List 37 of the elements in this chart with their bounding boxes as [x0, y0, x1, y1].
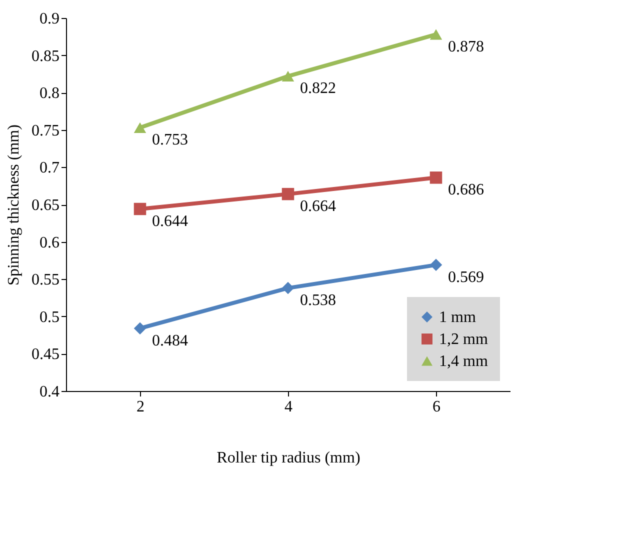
y-tick-label: 0.85 [32, 48, 60, 65]
y-tick-label: 0.6 [40, 234, 60, 252]
data-label: 0.753 [152, 132, 188, 149]
data-label: 0.878 [448, 38, 484, 56]
y-tick-label: 0.55 [32, 272, 60, 289]
y-tick-label: 0.45 [32, 346, 60, 364]
y-tick-label: 0.65 [32, 197, 60, 214]
data-label: 0.538 [300, 292, 336, 310]
point [282, 70, 294, 82]
legend-label: 1 mm [439, 309, 476, 326]
point [430, 172, 442, 184]
point [282, 282, 294, 294]
legend-label: 1,2 mm [439, 331, 488, 348]
data-label: 0.484 [152, 332, 188, 350]
point [134, 122, 146, 133]
x-tick-label: 6 [432, 398, 440, 416]
point [430, 258, 442, 272]
point [282, 188, 294, 200]
point [134, 322, 146, 334]
legend-label: 1,4 mm [439, 353, 488, 370]
y-tick-label: 0.5 [40, 308, 60, 326]
data-label: 0.644 [152, 212, 188, 230]
data-label: 0.664 [300, 198, 336, 216]
y-tick-label: 0.9 [40, 10, 60, 28]
point [134, 202, 146, 216]
y-tick-label: 0.4 [40, 384, 60, 400]
x-axis-title: Roller tip radius (mm) [216, 450, 360, 466]
y-tick-label: 0.75 [32, 122, 60, 140]
data-label: 0.822 [300, 80, 336, 98]
x-tick-label: 4 [284, 398, 292, 416]
data-label: 0.686 [448, 182, 484, 199]
y-tick-label: 0.8 [40, 85, 60, 102]
point [430, 29, 442, 40]
x-tick-label: 2 [136, 398, 144, 416]
data-label: 0.569 [448, 268, 484, 286]
y-tick-label: 0.7 [40, 160, 60, 177]
y-axis-title: Spinning thickness (mm) [6, 124, 22, 286]
